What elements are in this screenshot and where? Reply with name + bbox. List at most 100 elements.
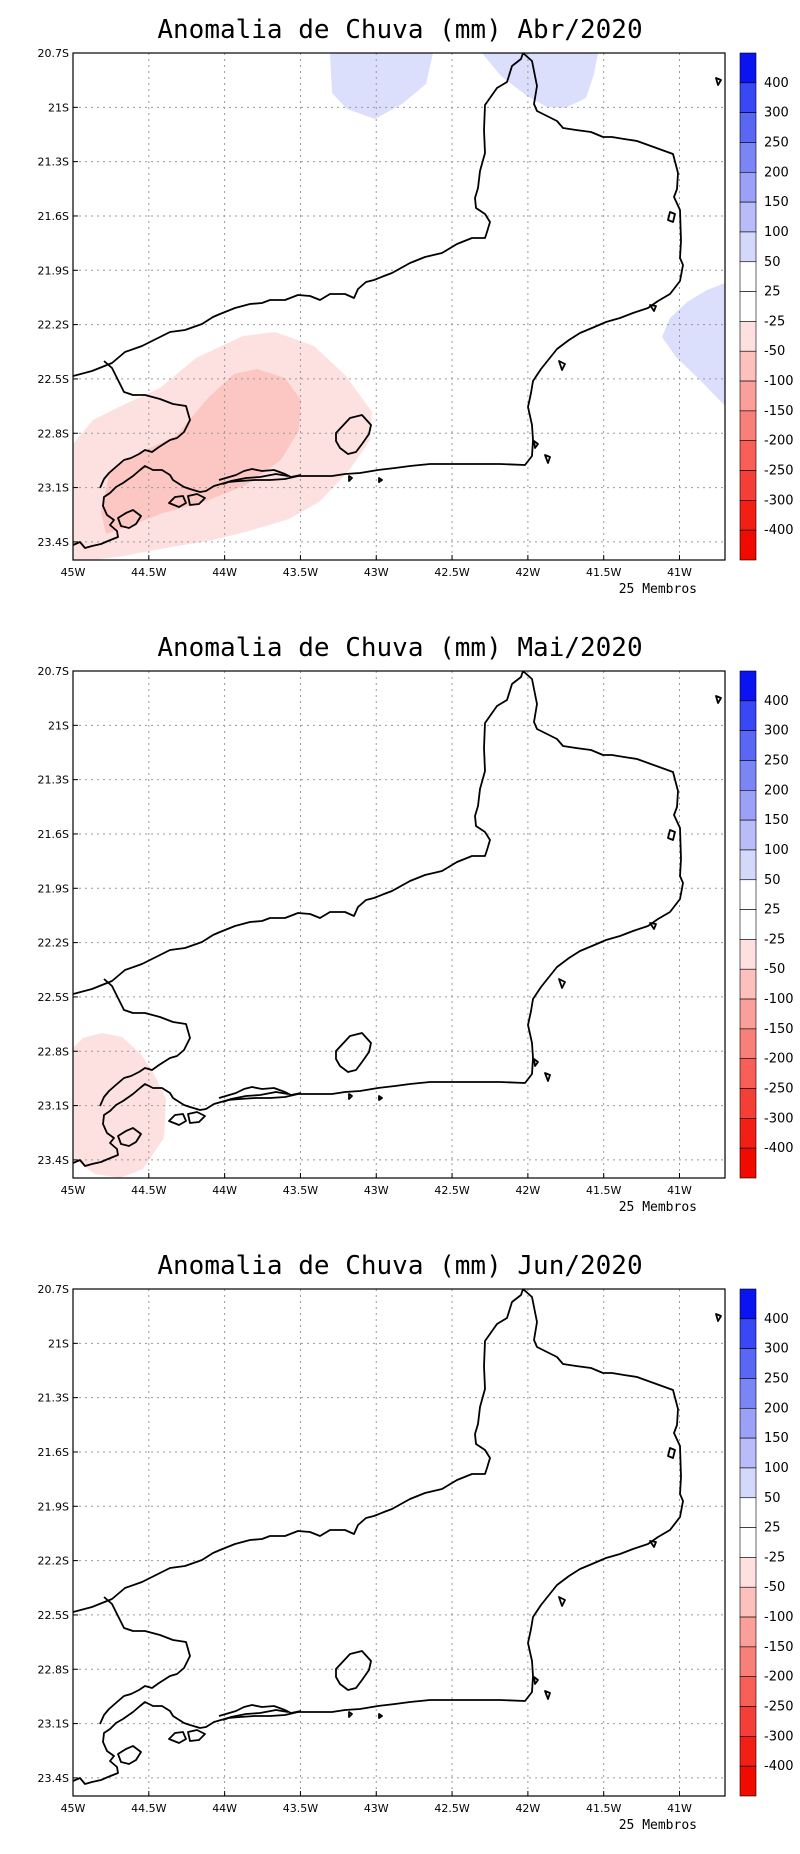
colorbar-swatch <box>739 1736 757 1767</box>
coastline <box>649 922 657 930</box>
coastline <box>558 978 566 989</box>
colorbar-label: -25 <box>764 932 785 947</box>
map-svg: Anomalia de Chuva (mm) Mai/2020 20.7S 21S 2… <box>38 633 794 1215</box>
coastline <box>168 1731 187 1744</box>
lat-tick-label: 22.8S <box>38 1663 69 1676</box>
coastline <box>667 211 676 223</box>
plot-area <box>73 53 725 560</box>
coastline <box>218 1086 302 1099</box>
anomaly-region-pos-25-50 <box>482 53 598 108</box>
lat-tick-label: 22.8S <box>38 1045 69 1058</box>
lon-tick-label: 43W <box>364 1184 389 1197</box>
colorbar-label: -100 <box>764 1610 794 1625</box>
lat-tick-label: 22.5S <box>38 373 69 386</box>
coastline <box>73 671 684 1167</box>
colorbar-label: -300 <box>764 1111 794 1126</box>
colorbar-label: -200 <box>764 1052 794 1067</box>
coastline <box>649 304 657 312</box>
lat-tick-label: 21.6S <box>38 828 69 841</box>
colorbar-swatch <box>739 700 757 731</box>
colorbar-label: 25 <box>764 1521 781 1536</box>
plot-area <box>73 1289 725 1796</box>
coastline <box>187 1729 206 1742</box>
map-svg: Anomalia de Chuva (mm) Jun/2020 20.7S 21S 2… <box>38 1251 794 1833</box>
colorbar-swatch <box>739 760 757 791</box>
colorbar-label: 25 <box>764 285 781 300</box>
colorbar-label: 400 <box>764 76 789 91</box>
lon-tick-label: 44W <box>212 566 237 579</box>
lat-tick-label: 20.7S <box>38 665 69 678</box>
coastline <box>222 473 289 485</box>
colorbar-label: 150 <box>764 813 789 828</box>
colorbar-swatch <box>739 321 757 352</box>
colorbar-swatch <box>739 879 757 910</box>
lon-tick-label: 44W <box>212 1184 237 1197</box>
colorbar-label: 200 <box>764 783 789 798</box>
lon-tick-label: 41.5W <box>586 1802 621 1815</box>
coastline <box>348 475 353 482</box>
coastline <box>99 360 191 489</box>
lat-tick-label: 23.4S <box>38 1154 69 1167</box>
coastline <box>348 1093 353 1100</box>
coastline <box>222 1091 289 1103</box>
lon-tick-label: 43.5W <box>283 1802 318 1815</box>
colorbar-swatch <box>739 291 757 322</box>
lon-tick-label: 41W <box>667 1802 692 1815</box>
coastline <box>544 1690 551 1700</box>
lat-tick-label: 21.3S <box>38 156 69 169</box>
colorbar-swatch <box>739 789 757 821</box>
colorbar-swatch <box>739 1378 757 1409</box>
coastline <box>649 1540 657 1548</box>
colorbar-swatch <box>739 142 757 173</box>
lon-tick-label: 43W <box>364 566 389 579</box>
lat-tick-label: 23.1S <box>38 482 69 495</box>
colorbar-label: 150 <box>764 195 789 210</box>
coastline <box>218 1704 302 1717</box>
colorbar-swatch <box>739 1467 757 1499</box>
lat-tick-label: 21.9S <box>38 264 69 277</box>
coastline <box>73 53 684 549</box>
colorbar-label: -250 <box>764 1700 794 1715</box>
coastline <box>715 1313 722 1322</box>
colorbar-swatch <box>739 1088 757 1119</box>
coastline <box>168 495 187 508</box>
colorbar-label: -400 <box>764 1759 794 1774</box>
lat-tick-label: 21S <box>48 101 69 114</box>
colorbar-swatch <box>739 112 757 143</box>
members-label: 25 Membros <box>619 1818 697 1833</box>
lat-tick-label: 22.2S <box>38 319 69 332</box>
lon-tick-label: 41.5W <box>586 1184 621 1197</box>
colorbar-label: -300 <box>764 493 794 508</box>
anomaly-region-neg-50-100 <box>101 369 301 534</box>
colorbar-label: 300 <box>764 106 789 121</box>
coastline <box>533 1676 539 1685</box>
colorbar-swatch <box>739 1407 757 1439</box>
coastline <box>117 1745 142 1765</box>
colorbar-swatch <box>739 500 757 531</box>
colorbar-label: -250 <box>764 1082 794 1097</box>
coastline <box>667 829 676 841</box>
colorbar-label: 250 <box>764 1371 789 1386</box>
coastline <box>533 440 539 449</box>
colorbar-swatch <box>739 350 757 382</box>
members-label: 25 Membros <box>619 582 697 597</box>
colorbar-label: 250 <box>764 753 789 768</box>
colorbar-swatch <box>739 410 757 442</box>
lon-tick-label: 44.5W <box>131 1802 166 1815</box>
lon-tick-label: 42.5W <box>434 566 469 579</box>
colorbar-swatch <box>739 1318 757 1349</box>
colorbar-label: -400 <box>764 1141 794 1156</box>
colorbar-swatch <box>739 1118 757 1149</box>
colorbar-swatch <box>739 529 757 561</box>
coastline <box>544 454 551 464</box>
coastline <box>168 1113 187 1126</box>
colorbar-label: 150 <box>764 1431 789 1446</box>
members-label: 25 Membros <box>619 1200 697 1215</box>
coastline <box>378 1713 383 1719</box>
colorbar-label: 50 <box>764 873 781 888</box>
map-panel: Anomalia de Chuva (mm) Abr/2020 20.7S 21S 2… <box>0 0 800 618</box>
lon-tick-label: 44W <box>212 1802 237 1815</box>
colorbar-label: 400 <box>764 1312 789 1327</box>
colorbar-label: 300 <box>764 724 789 739</box>
coastline <box>335 1032 372 1073</box>
